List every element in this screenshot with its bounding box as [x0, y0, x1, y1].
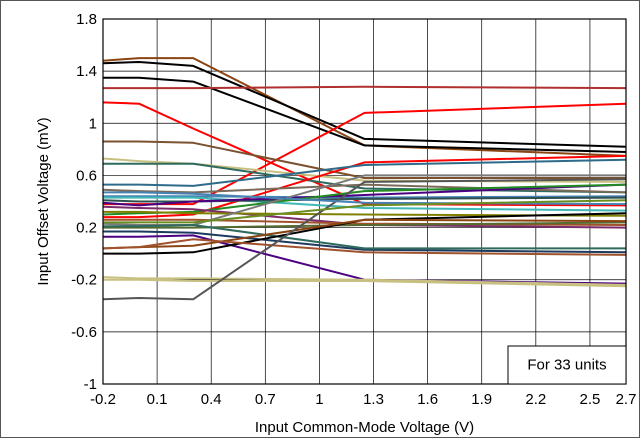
- x-tick-label: 0.4: [201, 391, 222, 408]
- series-line-11: [103, 158, 627, 187]
- series-line-22: [103, 221, 627, 229]
- annotation-frame: [507, 345, 627, 385]
- series-line-12: [102, 183, 627, 194]
- y-tick-label: 1.4: [76, 63, 97, 80]
- y-tick-label: 1.8: [76, 11, 97, 28]
- x-tick-labels: -0.2 0.1 0.4 0.7 1 1.3 1.6 1.9 2.2 2.5 2.7: [90, 391, 636, 408]
- series-line-31: [102, 178, 627, 301]
- annotation-box: For 33 units: [507, 345, 627, 385]
- x-tick-label: 2.2: [525, 391, 546, 408]
- series-line-18: [102, 205, 627, 229]
- series-line-13: [103, 195, 627, 199]
- series-line-7: [103, 140, 626, 179]
- series-line-4: [103, 85, 627, 90]
- x-tick-label: 0.7: [255, 391, 276, 408]
- series-line-28: [102, 238, 627, 256]
- series-line-19: [103, 210, 627, 217]
- x-tick-label: 1.6: [417, 391, 438, 408]
- series-line-2: [102, 61, 627, 148]
- y-tick-label: -0.6: [71, 324, 97, 341]
- series-line-14: [103, 196, 627, 212]
- series-line-3: [103, 76, 627, 153]
- x-tick-label: 1: [315, 391, 323, 408]
- x-tick-label: 2.5: [580, 391, 601, 408]
- series-line-24: [103, 224, 626, 250]
- x-tick-label: -0.2: [90, 391, 116, 408]
- x-axis-title: Input Common-Mode Voltage (V): [255, 419, 474, 436]
- series-group: [102, 57, 627, 301]
- y-tick-label: 0.6: [76, 167, 97, 184]
- y-tick-label: -1: [84, 376, 97, 393]
- y-axis-title: Input Offset Voltage (mV): [35, 117, 52, 285]
- series-line-26: [103, 212, 627, 255]
- series-line-29: [102, 276, 627, 286]
- series-line-16: [102, 183, 627, 207]
- x-tick-label: 2.7: [616, 391, 637, 408]
- y-tick-label: 0.2: [76, 220, 97, 237]
- y-tick-label: 1: [89, 115, 97, 132]
- series-line-17: [102, 183, 627, 216]
- series-line-1: [102, 57, 627, 157]
- annotation-text: For 33 units: [527, 357, 606, 374]
- x-tick-label: 1.9: [471, 391, 492, 408]
- series-line-23: [103, 230, 627, 254]
- series-line-33: [103, 199, 627, 224]
- series-line-10: [103, 154, 627, 219]
- series-line-30: [103, 278, 627, 288]
- x-tick-label: 1.3: [363, 391, 384, 408]
- y-tick-label: -0.2: [71, 272, 97, 289]
- x-tick-label: 0.1: [147, 391, 168, 408]
- plot-border: [102, 18, 627, 385]
- y-tick-labels: -1 -0.6 -0.2 0.2 0.6 1 1.4 1.8: [71, 11, 97, 393]
